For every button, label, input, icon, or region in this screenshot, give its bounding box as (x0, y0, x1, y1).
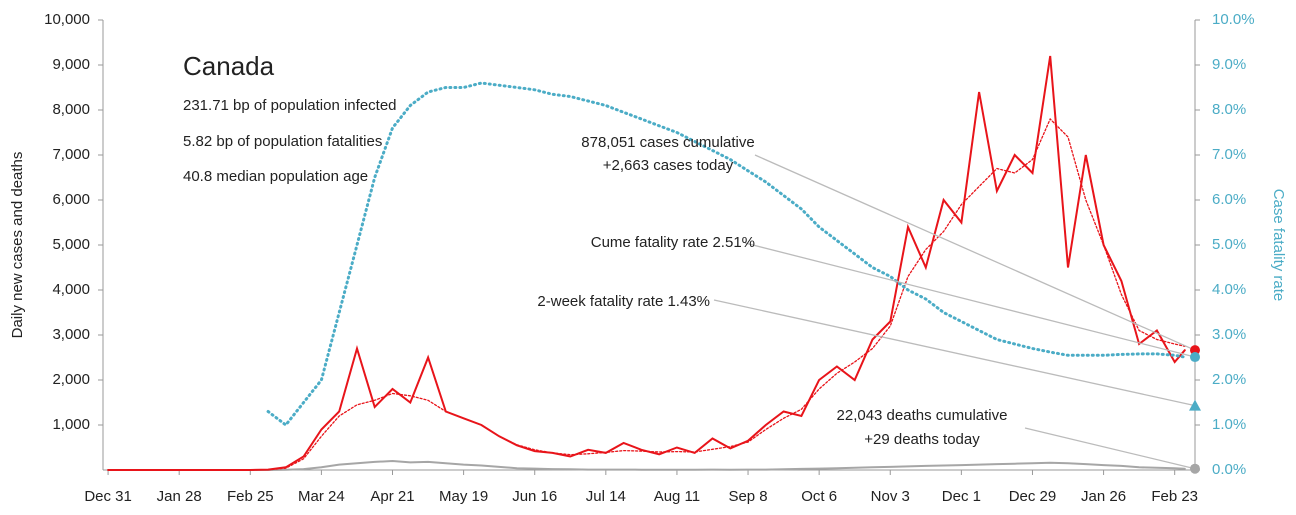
annotation-text: 22,043 deaths cumulative (837, 407, 1008, 424)
leader-line (754, 154, 1196, 351)
annotation-text: Cume fatality rate 2.51% (591, 234, 755, 251)
y-tick-label: 4,000 (52, 281, 90, 298)
chart-title: Canada (183, 51, 275, 81)
series-line (266, 81, 1187, 428)
y2-tick-label: 5.0% (1212, 236, 1246, 253)
x-tick-label: Dec 29 (1009, 488, 1057, 505)
leader-line (713, 299, 1196, 407)
annotation-text: +2,663 cases today (603, 157, 734, 174)
x-tick-label: Nov 3 (871, 488, 910, 505)
y-tick-label: 3,000 (52, 326, 90, 343)
x-tick-label: Sep 8 (728, 488, 767, 505)
info-line: 231.71 bp of population infected (183, 97, 397, 114)
annotation-text: 2-week fatality rate 1.43% (537, 293, 710, 310)
y2-axis-label: Case fatality rate (1270, 189, 1287, 302)
y2-tick-label: 10.0% (1212, 11, 1255, 28)
y-tick-label: 9,000 (52, 56, 90, 73)
end-marker (1190, 352, 1200, 363)
y2-tick-label: 7.0% (1212, 146, 1246, 163)
x-tick-label: Apr 21 (370, 488, 414, 505)
annotation-text: +29 deaths today (864, 431, 980, 448)
series-line (107, 459, 1186, 471)
y2-tick-label: 4.0% (1212, 281, 1246, 298)
x-tick-label: Jun 16 (512, 488, 557, 505)
x-tick-label: Feb 25 (227, 488, 274, 505)
y-tick-label: 5,000 (52, 236, 90, 253)
leader-line (1024, 427, 1196, 470)
x-tick-label: Feb 23 (1151, 488, 1198, 505)
x-tick-label: Mar 24 (298, 488, 345, 505)
x-tick-label: May 19 (439, 488, 488, 505)
y-tick-label: 10,000 (44, 11, 90, 28)
x-tick-label: Jan 28 (157, 488, 202, 505)
y-tick-label: 2,000 (52, 371, 90, 388)
y-axis-label: Daily new cases and deaths (9, 152, 26, 339)
x-tick-label: Dec 31 (84, 488, 132, 505)
y-tick-label: 8,000 (52, 101, 90, 118)
y2-tick-label: 1.0% (1212, 416, 1246, 433)
y2-tick-label: 3.0% (1212, 326, 1246, 343)
y-tick-label: 7,000 (52, 146, 90, 163)
end-marker (1190, 463, 1200, 474)
x-tick-label: Aug 11 (654, 488, 700, 505)
y2-tick-label: 6.0% (1212, 191, 1246, 208)
y-tick-label: 1,000 (52, 416, 90, 433)
x-tick-label: Jan 26 (1081, 488, 1126, 505)
info-line: 5.82 bp of population fatalities (183, 133, 382, 150)
end-marker (1189, 399, 1201, 411)
annotation-text: 878,051 cases cumulative (581, 134, 754, 151)
y-tick-label: 6,000 (52, 191, 90, 208)
x-tick-label: Oct 6 (801, 488, 837, 505)
x-tick-label: Dec 1 (942, 488, 981, 505)
leader-line (744, 242, 1196, 358)
info-line: 40.8 median population age (183, 168, 368, 185)
x-tick-label: Jul 14 (586, 488, 626, 505)
y2-tick-label: 9.0% (1212, 56, 1246, 73)
series-line (107, 55, 1186, 471)
end-marker (1190, 345, 1200, 356)
y2-tick-label: 2.0% (1212, 371, 1246, 388)
y2-tick-label: 8.0% (1212, 101, 1246, 118)
y2-tick-label: 0.0% (1212, 461, 1246, 478)
